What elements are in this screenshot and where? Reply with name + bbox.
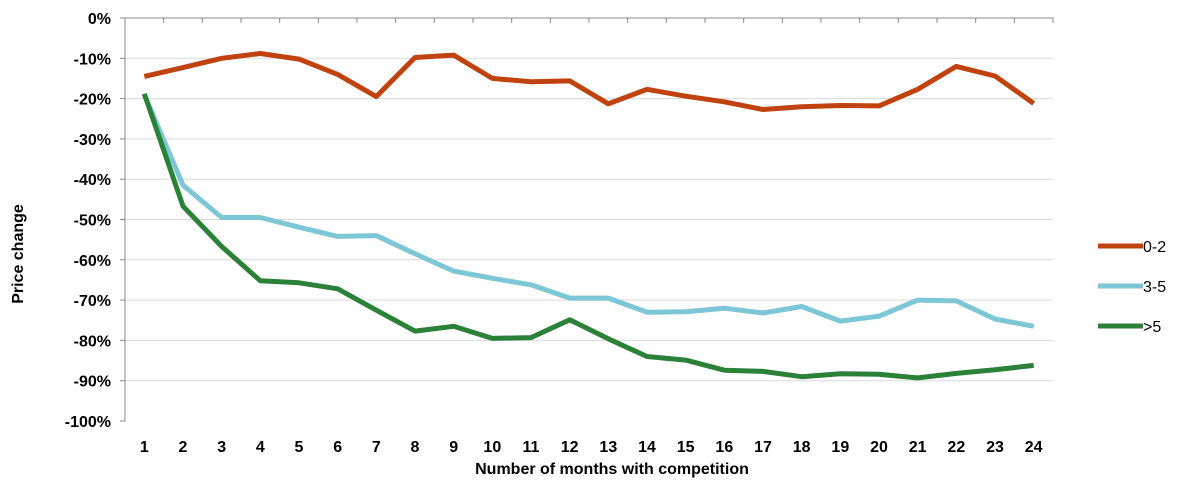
legend-label: 3-5 bbox=[1143, 279, 1166, 296]
x-tick-label: 3 bbox=[217, 439, 226, 456]
x-tick-label: 16 bbox=[715, 439, 733, 456]
y-tick-label: -20% bbox=[74, 92, 111, 109]
x-tick-label: 5 bbox=[295, 439, 304, 456]
x-tick-label: 14 bbox=[638, 439, 656, 456]
x-tick-label: 13 bbox=[599, 439, 617, 456]
x-tick-label: 10 bbox=[483, 439, 501, 456]
x-tick-label: 6 bbox=[333, 439, 342, 456]
y-tick-label: -50% bbox=[74, 213, 111, 230]
series-line-3 bbox=[141, 92, 1034, 381]
x-tick-label: 11 bbox=[523, 439, 540, 456]
y-tick-label: -60% bbox=[74, 253, 111, 270]
y-tick-label: -70% bbox=[74, 293, 111, 310]
x-tick-label: 7 bbox=[372, 439, 381, 456]
x-tick-label: 4 bbox=[256, 439, 265, 456]
tick-labels: 0% -10% -20% -30% -40% -50% -60% -70% -80% -90% -1… bbox=[65, 11, 1043, 456]
x-tick-label: 2 bbox=[179, 439, 188, 456]
y-tick-label: 0% bbox=[88, 11, 111, 28]
legend-label: >5 bbox=[1143, 319, 1161, 336]
x-tick-label: 21 bbox=[909, 439, 927, 456]
axes bbox=[120, 17, 1054, 422]
y-tick-label: -90% bbox=[74, 374, 111, 391]
grid-lines bbox=[125, 57, 1053, 382]
x-tick-label: 22 bbox=[947, 439, 965, 456]
x-tick-label: 17 bbox=[754, 439, 772, 456]
x-tick-label: 23 bbox=[986, 439, 1004, 456]
series-line-2 bbox=[142, 93, 1035, 329]
series-line-1 bbox=[143, 51, 1036, 112]
legend: 0-2 3-5 >5 bbox=[1098, 239, 1166, 336]
x-tick-label: 15 bbox=[677, 439, 695, 456]
x-tick-label: 9 bbox=[449, 439, 458, 456]
x-tick-label: 12 bbox=[561, 439, 579, 456]
x-tick-label: 19 bbox=[831, 439, 849, 456]
x-axis-title: Number of months with competition bbox=[475, 461, 749, 478]
y-tick-label: -10% bbox=[74, 51, 111, 68]
x-tick-label: 18 bbox=[793, 439, 811, 456]
y-tick-label: -100% bbox=[65, 414, 111, 431]
y-tick-label: -40% bbox=[74, 172, 111, 189]
y-tick-label: -30% bbox=[74, 132, 111, 149]
legend-label: 0-2 bbox=[1143, 239, 1166, 256]
x-tick-label: 20 bbox=[870, 439, 888, 456]
y-tick-label: -80% bbox=[74, 333, 111, 350]
x-tick-label: 1 bbox=[140, 439, 149, 456]
x-tick-label: 24 bbox=[1025, 439, 1043, 456]
y-axis-title: Price change bbox=[10, 204, 27, 304]
x-tick-label: 8 bbox=[411, 439, 420, 456]
series-lines bbox=[141, 51, 1036, 381]
